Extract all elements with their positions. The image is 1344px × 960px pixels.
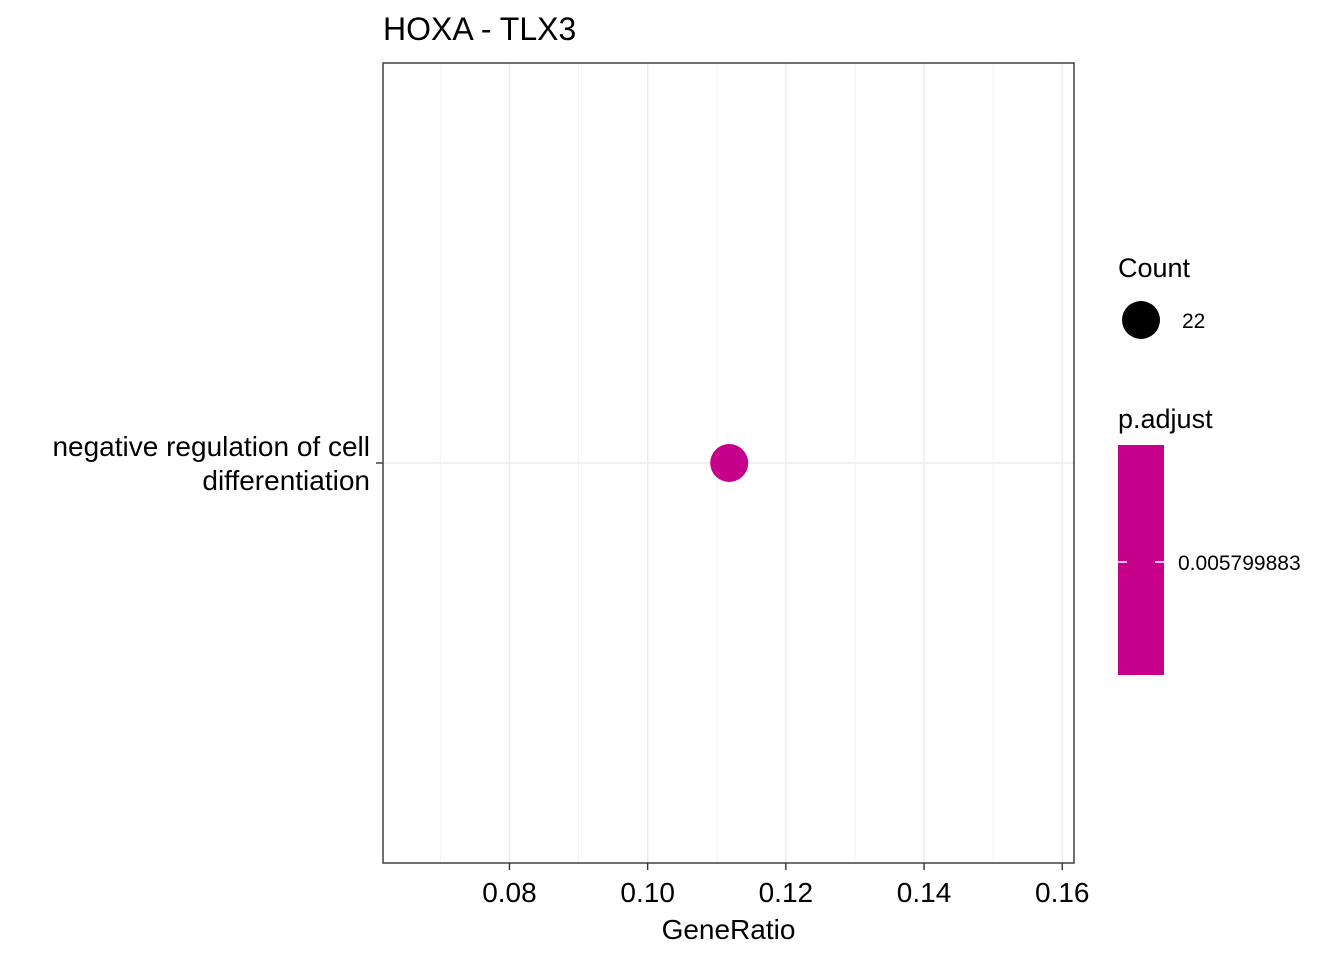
x-axis-tick-labels: 0.08 0.10 0.12 0.14 0.16 [482, 877, 1089, 908]
x-tick-label: 0.08 [482, 877, 537, 908]
y-axis-category-labels: negative regulation of celldifferentiati… [52, 431, 370, 496]
p-adjust-legend: p.adjust 0.005799883 [1118, 404, 1301, 675]
chart-title: HOXA - TLX3 [383, 11, 576, 47]
p-adjust-legend-label: 0.005799883 [1178, 552, 1301, 575]
count-legend: Count 22 [1118, 253, 1205, 339]
count-legend-title: Count [1118, 253, 1191, 283]
x-tick-label: 0.16 [1035, 877, 1090, 908]
p-adjust-legend-title: p.adjust [1118, 404, 1213, 434]
x-axis-title: GeneRatio [662, 914, 796, 945]
x-axis-ticks [508, 863, 1063, 870]
data-point [710, 444, 749, 482]
x-tick-label: 0.10 [620, 877, 675, 908]
x-tick-label: 0.12 [759, 877, 814, 908]
count-legend-key [1122, 301, 1160, 339]
data-points [710, 444, 749, 482]
count-legend-label: 22 [1182, 310, 1205, 333]
p-adjust-colorbar [1118, 445, 1164, 675]
y-category-label: differentiation [202, 465, 370, 496]
y-category-label: negative regulation of cell [52, 431, 370, 462]
x-tick-label: 0.14 [897, 877, 952, 908]
